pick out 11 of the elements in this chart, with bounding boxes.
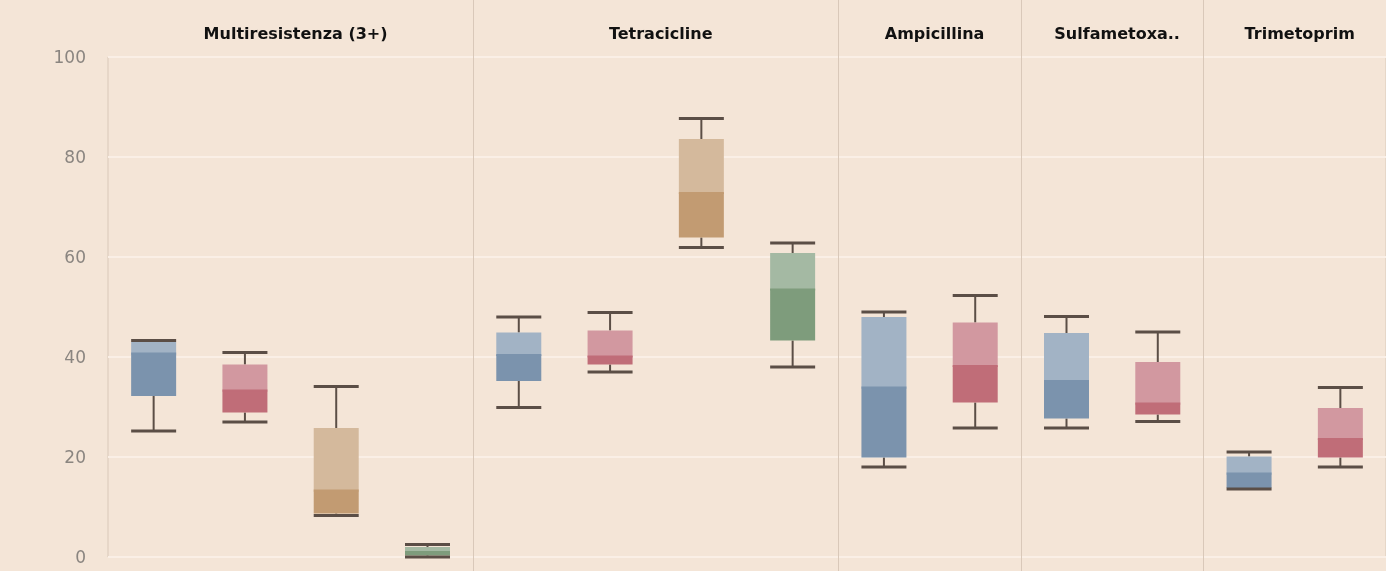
y-tick-label: 60 — [64, 247, 86, 267]
y-tick-label: 80 — [64, 147, 86, 167]
y-tick-label: 20 — [64, 447, 86, 467]
text: Multiresistenza (3+) — [203, 23, 388, 43]
y-tick-label: 40 — [64, 347, 86, 367]
text: Sulfametoxa.. — [1054, 23, 1180, 43]
y-tick-label: 100 — [53, 47, 86, 67]
text: Tetracicline — [608, 23, 713, 43]
text: Trimetoprim — [1244, 23, 1355, 43]
text: Ampicillina — [884, 23, 985, 43]
y-tick-label: 0 — [75, 547, 86, 567]
